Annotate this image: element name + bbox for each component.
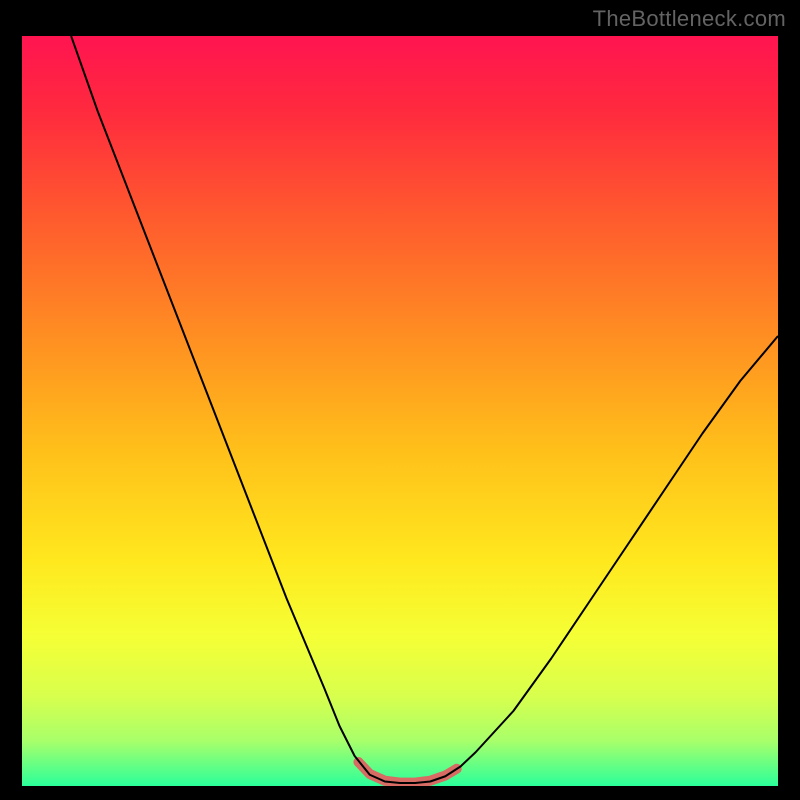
chart-svg [22, 36, 778, 786]
chart-background [22, 36, 778, 786]
chart-container [22, 36, 778, 786]
watermark-text: TheBottleneck.com [593, 6, 786, 32]
